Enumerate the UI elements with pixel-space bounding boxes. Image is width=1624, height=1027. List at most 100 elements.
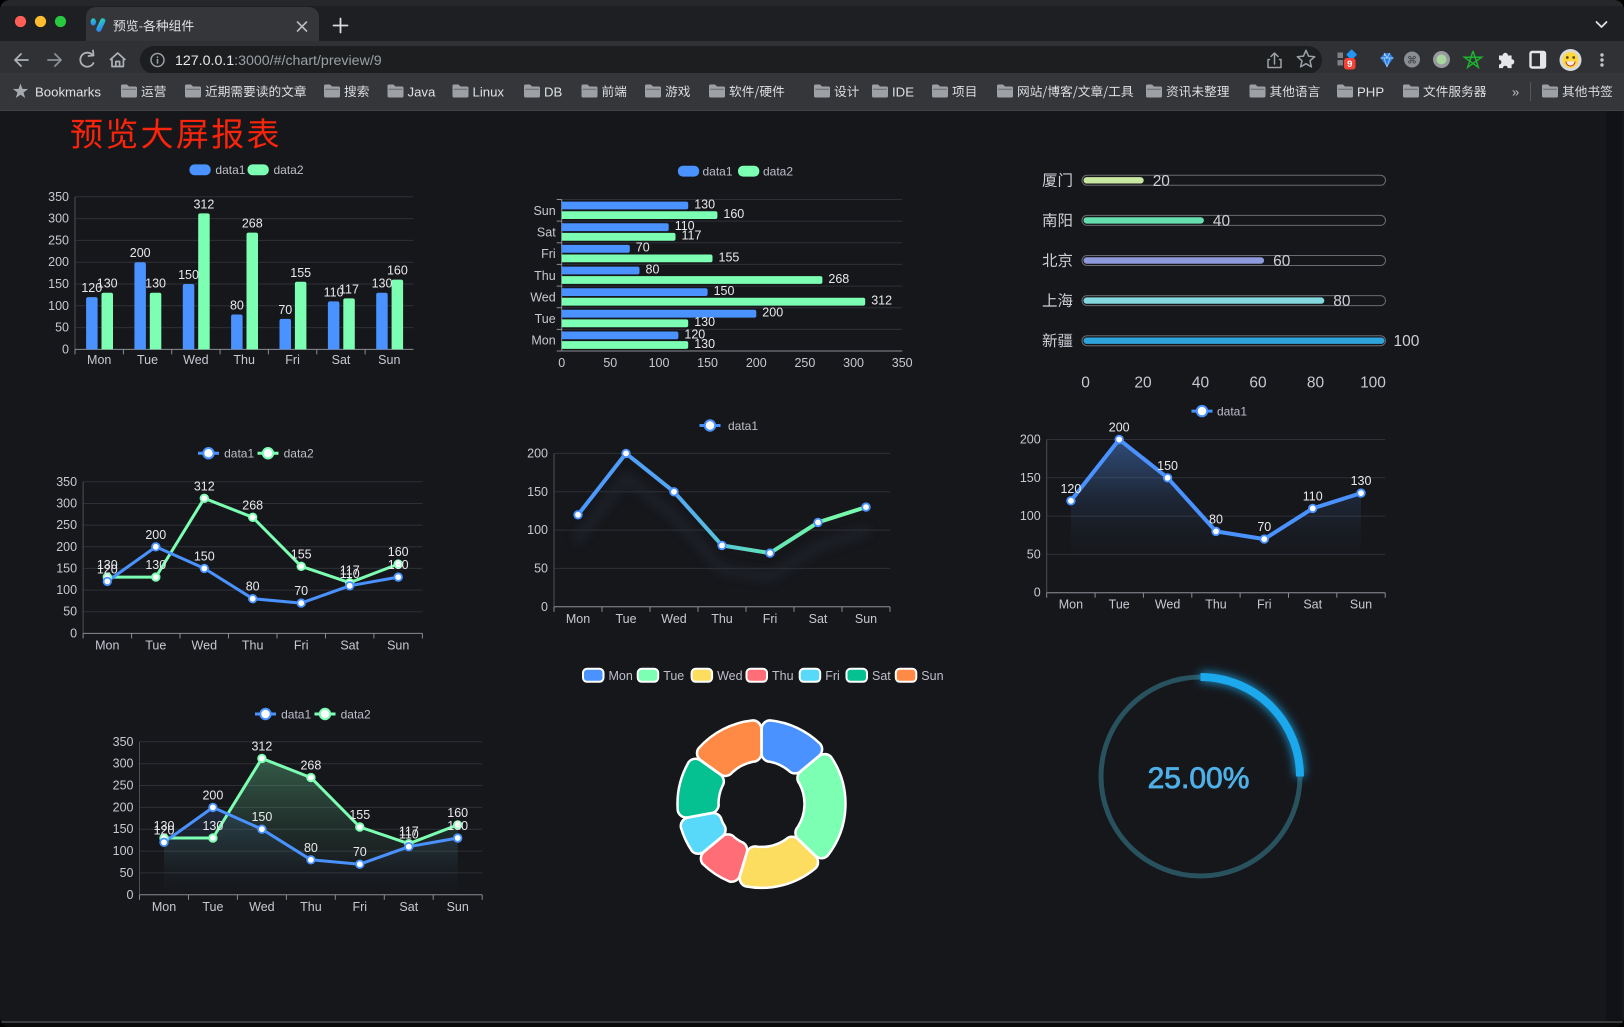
svg-text:127.0.0.1:3000/#/chart/preview: 127.0.0.1:3000/#/chart/preview/9	[175, 53, 382, 69]
svg-text:300: 300	[843, 356, 864, 370]
svg-text:160: 160	[723, 207, 744, 221]
svg-text:50: 50	[534, 561, 548, 575]
svg-text:155: 155	[290, 266, 311, 280]
svg-text:Sat: Sat	[340, 638, 359, 652]
svg-text:200: 200	[48, 255, 69, 269]
svg-text:data2: data2	[284, 447, 314, 461]
svg-text:110: 110	[340, 567, 360, 581]
svg-text:50: 50	[63, 605, 77, 619]
svg-text:Sat: Sat	[537, 226, 556, 240]
svg-text:Thu: Thu	[300, 900, 322, 914]
svg-text:Tue: Tue	[535, 312, 556, 326]
svg-text:data1: data1	[281, 707, 311, 721]
svg-text:110: 110	[399, 828, 419, 842]
svg-text:0: 0	[62, 342, 69, 356]
svg-text:120: 120	[684, 327, 705, 341]
svg-text:150: 150	[697, 356, 718, 370]
svg-text:300: 300	[56, 497, 77, 511]
svg-text:data1: data1	[703, 165, 733, 179]
svg-text:Tue: Tue	[202, 900, 223, 914]
svg-text:Fri: Fri	[541, 247, 556, 261]
svg-text:Thu: Thu	[1205, 598, 1227, 612]
svg-text:Sun: Sun	[378, 353, 400, 367]
svg-text:Tue: Tue	[145, 638, 166, 652]
svg-text:150: 150	[1020, 471, 1041, 485]
svg-text:50: 50	[120, 866, 134, 880]
svg-text:350: 350	[113, 735, 134, 749]
svg-text:Sat: Sat	[872, 669, 891, 683]
svg-text:130: 130	[202, 819, 223, 833]
svg-text:data2: data2	[341, 707, 371, 721]
svg-text:200: 200	[145, 528, 166, 542]
svg-text:130: 130	[694, 337, 715, 351]
svg-text:155: 155	[349, 808, 370, 822]
svg-text:Thu: Thu	[242, 638, 264, 652]
svg-text:130: 130	[694, 315, 715, 329]
svg-text:Thu: Thu	[534, 269, 556, 283]
svg-text:80: 80	[304, 841, 318, 855]
svg-text:80: 80	[246, 580, 260, 594]
svg-text:117: 117	[340, 564, 360, 578]
svg-text:data1: data1	[224, 447, 254, 461]
svg-text:250: 250	[794, 356, 815, 370]
svg-text:Bookmarks: Bookmarks	[35, 84, 101, 99]
svg-text:110: 110	[324, 285, 344, 299]
svg-text:Sun: Sun	[921, 669, 943, 683]
svg-text:Thu: Thu	[233, 353, 255, 367]
svg-text:Thu: Thu	[772, 669, 794, 683]
svg-text:0: 0	[70, 626, 77, 640]
svg-text:100: 100	[649, 356, 670, 370]
svg-text:200: 200	[130, 246, 151, 260]
svg-text:100: 100	[1394, 333, 1420, 350]
svg-text:117: 117	[339, 282, 359, 296]
svg-text:Wed: Wed	[530, 290, 556, 304]
svg-text:70: 70	[353, 845, 367, 859]
svg-text:Fri: Fri	[294, 638, 309, 652]
svg-text:150: 150	[527, 485, 548, 499]
svg-text:150: 150	[251, 810, 272, 824]
svg-text:110: 110	[1303, 489, 1323, 503]
svg-text:130: 130	[145, 277, 166, 291]
svg-text:250: 250	[113, 779, 134, 793]
svg-text:160: 160	[388, 545, 409, 559]
svg-text:Wed: Wed	[661, 612, 687, 626]
svg-text:Wed: Wed	[717, 669, 743, 683]
svg-text:80: 80	[230, 299, 244, 313]
svg-text:PHP: PHP	[1357, 84, 1384, 99]
svg-text:Fri: Fri	[825, 669, 840, 683]
svg-text:Sun: Sun	[855, 612, 877, 626]
svg-text:150: 150	[1157, 459, 1178, 473]
svg-text:Fri: Fri	[1257, 598, 1272, 612]
svg-text:Thu: Thu	[711, 612, 733, 626]
svg-text:0: 0	[558, 356, 565, 370]
svg-text:70: 70	[1257, 520, 1271, 534]
svg-text:120: 120	[97, 562, 118, 576]
svg-text:150: 150	[178, 268, 199, 282]
svg-text:200: 200	[56, 540, 77, 554]
svg-text:150: 150	[113, 822, 134, 836]
svg-text:Mon: Mon	[87, 353, 111, 367]
svg-text:150: 150	[194, 549, 215, 563]
svg-text:DB: DB	[544, 84, 563, 99]
svg-text:0: 0	[1034, 586, 1041, 600]
svg-text:350: 350	[56, 475, 77, 489]
svg-text:130: 130	[97, 277, 118, 291]
svg-text:130: 130	[388, 558, 409, 572]
svg-text:100: 100	[1020, 509, 1041, 523]
svg-text:50: 50	[603, 356, 617, 370]
svg-text:»: »	[1512, 85, 1519, 100]
svg-text:60: 60	[1249, 375, 1267, 392]
svg-text:0: 0	[1081, 375, 1090, 392]
svg-text:150: 150	[56, 561, 77, 575]
svg-text:data2: data2	[274, 163, 304, 177]
svg-text:200: 200	[113, 800, 134, 814]
svg-text:200: 200	[1020, 433, 1041, 447]
svg-text:268: 268	[242, 217, 263, 231]
svg-text:200: 200	[527, 446, 548, 460]
svg-text:70: 70	[294, 584, 308, 598]
svg-text:data1: data1	[728, 419, 758, 433]
svg-text:70: 70	[636, 241, 650, 255]
svg-text:312: 312	[194, 479, 215, 493]
svg-text:Java: Java	[408, 84, 437, 99]
svg-text:data1: data1	[1217, 404, 1247, 418]
